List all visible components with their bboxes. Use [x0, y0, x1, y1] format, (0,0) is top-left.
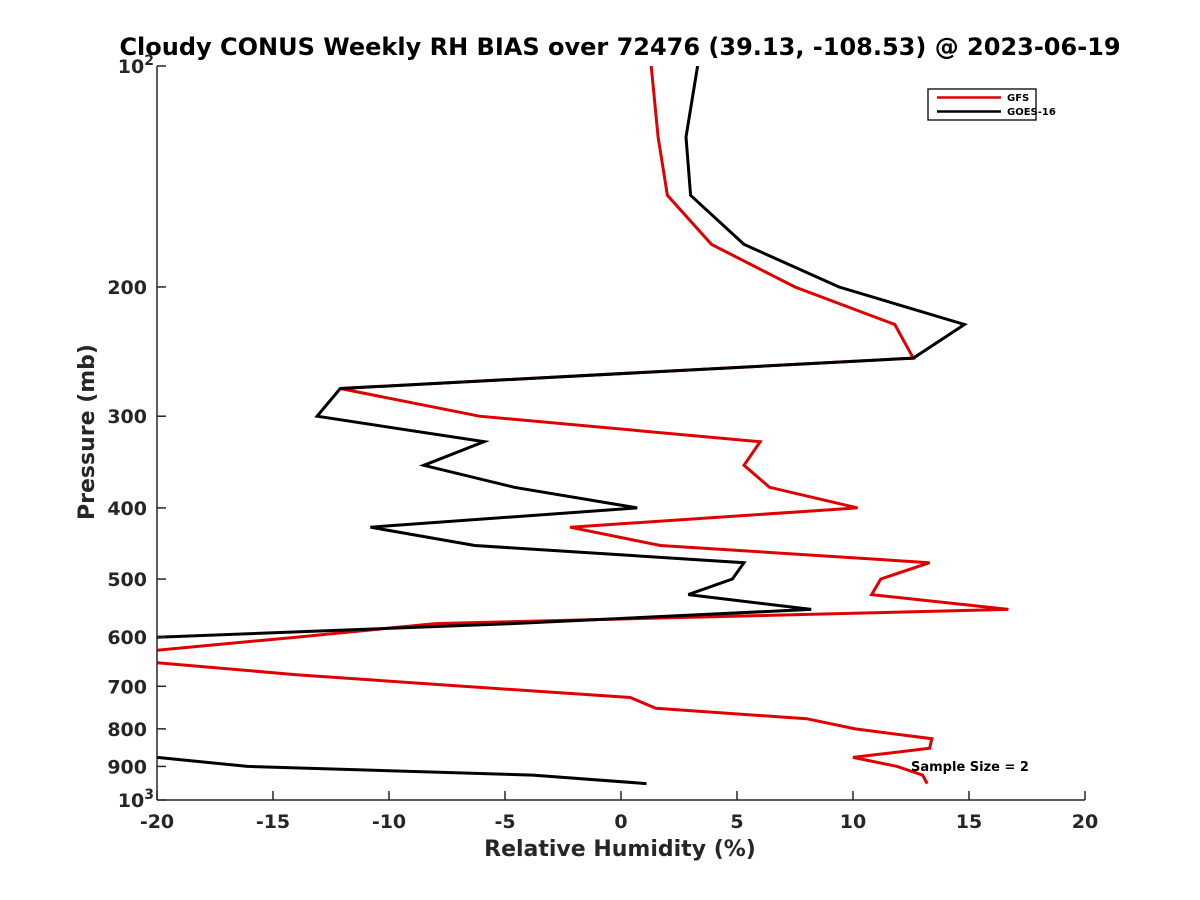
y-tick-label: 400 [107, 498, 147, 520]
x-tick-label: 15 [956, 811, 982, 833]
x-tick-label: 0 [614, 811, 627, 833]
y-tick-label: 200 [107, 277, 147, 299]
plot-area: -20 -15 -10 -5 0 5 10 15 20 102 200 300 400 500 600 700… [107, 53, 1098, 833]
series-line-goes16-segment-1 [157, 66, 968, 639]
legend-box [927, 88, 1037, 121]
legend-label-goes16: GOES-16 [1007, 107, 1056, 118]
y-tick-label: 102 [118, 53, 154, 78]
y-tick-label: 600 [107, 627, 147, 649]
y-tick-label: 300 [107, 406, 147, 428]
x-tick-label: -10 [372, 811, 406, 833]
y-tick-label: 500 [107, 569, 147, 591]
series-line-goes16-segment-2 [157, 755, 647, 786]
series-layer [157, 66, 1009, 786]
x-tick-label: 5 [730, 811, 743, 833]
sample-size-annotation: Sample Size = 2 [911, 760, 1029, 775]
x-tick-label: -20 [140, 811, 174, 833]
x-tick-label: 10 [840, 811, 866, 833]
legend-label-gfs: GFS [1007, 93, 1029, 104]
y-tick-label: 103 [118, 787, 154, 812]
legend: GFS GOES-16 [927, 88, 1056, 121]
x-tick-label: -5 [494, 811, 515, 833]
x-axis-label: Relative Humidity (%) [484, 837, 756, 862]
y-tick-label: 800 [107, 719, 147, 741]
axes-layer: -20 -15 -10 -5 0 5 10 15 20 102 200 300 400 500 600 700… [107, 53, 1098, 833]
x-tick-label: 20 [1072, 811, 1098, 833]
series-line-gfs-segment-2 [157, 661, 934, 785]
x-tick-label: -15 [256, 811, 290, 833]
series-line-gfs-segment-1 [157, 66, 1009, 652]
y-tick-label: 900 [107, 756, 147, 778]
y-tick-label: 700 [107, 676, 147, 698]
y-axis-label: Pressure (mb) [75, 344, 100, 520]
chart-title: Cloudy CONUS Weekly RH BIAS over 72476 (… [119, 33, 1120, 61]
